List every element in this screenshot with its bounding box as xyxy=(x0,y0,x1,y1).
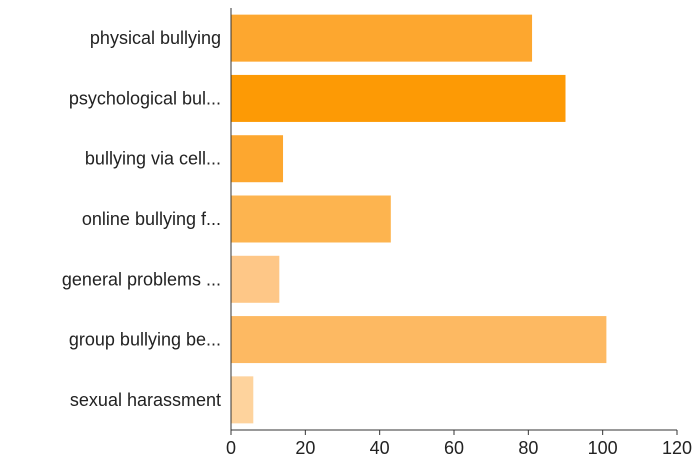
x-tick-label-2: 40 xyxy=(370,438,390,458)
bar-3 xyxy=(231,195,391,243)
bar-5 xyxy=(231,316,607,364)
category-label-1: psychological bul... xyxy=(69,88,221,108)
category-label-4: general problems ... xyxy=(62,269,221,289)
bars-group xyxy=(231,14,607,424)
x-tick-label-6: 120 xyxy=(662,438,692,458)
bar-6 xyxy=(231,376,254,424)
x-tick-label-1: 20 xyxy=(295,438,315,458)
bar-4 xyxy=(231,255,280,303)
x-tick-label-5: 100 xyxy=(588,438,618,458)
x-tick-label-4: 80 xyxy=(518,438,538,458)
category-label-0: physical bullying xyxy=(90,28,221,48)
category-labels: physical bullying psychological bul... bul… xyxy=(62,28,221,410)
bar-2 xyxy=(231,135,284,183)
x-tick-label-0: 0 xyxy=(226,438,236,458)
bar-0 xyxy=(231,14,533,62)
category-label-2: bullying via cell... xyxy=(85,149,221,169)
category-label-5: group bullying be... xyxy=(69,330,221,350)
category-label-3: online bullying f... xyxy=(82,209,221,229)
x-tick-label-3: 60 xyxy=(444,438,464,458)
x-axis-ticks: 0 20 40 60 80 100 120 xyxy=(226,430,692,458)
category-label-6: sexual harassment xyxy=(70,390,221,410)
bar-1 xyxy=(231,74,566,122)
